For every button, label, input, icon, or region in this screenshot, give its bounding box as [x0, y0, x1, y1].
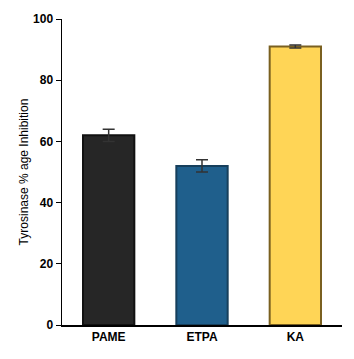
svg-text:0: 0	[46, 318, 53, 332]
svg-text:40: 40	[40, 196, 54, 210]
svg-text:KA: KA	[287, 330, 305, 344]
svg-text:80: 80	[40, 73, 54, 87]
svg-text:Tyrosinase % age Inhibition: Tyrosinase % age Inhibition	[17, 99, 31, 246]
svg-text:60: 60	[40, 135, 54, 149]
svg-text:20: 20	[40, 257, 54, 271]
svg-text:100: 100	[33, 12, 53, 26]
svg-text:PAME: PAME	[92, 330, 126, 344]
svg-text:ETPA: ETPA	[186, 330, 217, 344]
